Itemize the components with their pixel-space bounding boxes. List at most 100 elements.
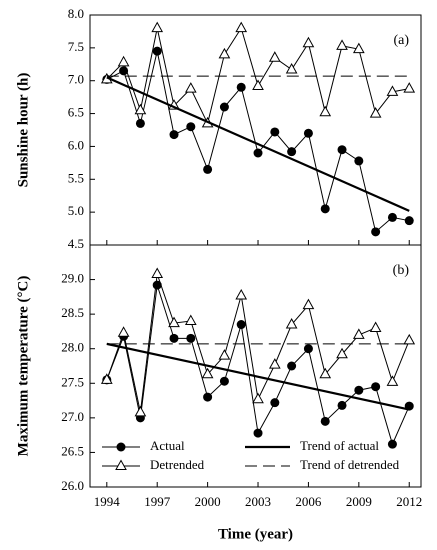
point: [337, 400, 347, 410]
point: [336, 347, 348, 359]
point: [168, 316, 180, 328]
point: [186, 333, 196, 343]
point: [303, 128, 313, 138]
point: [302, 298, 315, 310]
y-tick-label: 7.5: [68, 39, 84, 54]
x-tick-label: 1997: [144, 494, 171, 509]
point: [403, 82, 416, 93]
y-tick-label: 28.0: [61, 340, 84, 355]
point: [169, 333, 179, 343]
series-line: [106, 284, 410, 446]
point: [151, 21, 164, 33]
point: [369, 321, 382, 332]
point: [404, 216, 414, 226]
x-tick-label: 1994: [94, 494, 121, 509]
point: [303, 344, 313, 354]
y-tick-label: 6.0: [68, 137, 84, 152]
point: [252, 79, 264, 90]
point: [117, 326, 130, 337]
point: [184, 314, 197, 326]
point: [387, 439, 397, 449]
point: [218, 349, 231, 360]
point: [302, 36, 315, 48]
point: [371, 382, 381, 392]
y-tick-label: 26.0: [61, 478, 84, 493]
point: [319, 367, 332, 379]
legend-label: Trend of actual: [300, 438, 379, 453]
point: [235, 21, 248, 33]
point: [369, 107, 382, 118]
point: [186, 122, 196, 132]
point: [403, 333, 416, 345]
point: [219, 376, 229, 386]
point: [203, 164, 213, 174]
annotation: (b): [393, 263, 410, 278]
x-tick-label: 2003: [245, 494, 271, 509]
point: [285, 63, 298, 74]
point: [287, 147, 297, 157]
y-tick-label: 27.0: [61, 409, 84, 424]
y-tick-label: 8.0: [68, 6, 84, 21]
point: [235, 288, 248, 300]
y-tick-label: 28.5: [61, 305, 84, 320]
point: [201, 367, 214, 379]
y-tick-label: 29.0: [61, 271, 84, 286]
point: [135, 118, 145, 128]
plot-frame: [89, 14, 422, 246]
point: [270, 127, 280, 137]
point: [352, 328, 365, 339]
point: [336, 39, 348, 50]
point: [268, 358, 281, 369]
point: [236, 320, 246, 330]
point: [219, 102, 229, 112]
point: [354, 156, 364, 166]
y-tick-label: 7.0: [68, 72, 84, 87]
legend-label: Actual: [150, 438, 185, 453]
legend-marker: [115, 459, 127, 470]
point: [253, 148, 263, 158]
x-tick-label: 2000: [195, 494, 221, 509]
point: [287, 361, 297, 371]
point: [152, 46, 162, 56]
point: [268, 51, 281, 62]
point: [371, 227, 381, 237]
point: [134, 405, 147, 417]
y-tick-label: 6.5: [68, 105, 84, 120]
point: [386, 375, 399, 386]
point: [354, 385, 364, 395]
point: [100, 373, 113, 384]
series-line: [106, 51, 410, 233]
point: [152, 280, 162, 290]
x-axis-label: Time (year): [218, 526, 293, 542]
point: [252, 392, 264, 404]
point: [319, 105, 332, 117]
point: [386, 85, 399, 96]
y-tick-label: 4.5: [68, 236, 84, 251]
trend-line: [106, 342, 410, 411]
point: [236, 82, 246, 92]
y-tick-label: 27.5: [61, 374, 84, 389]
point: [117, 55, 130, 67]
legend-label: Detrended: [150, 457, 205, 472]
series-line: [106, 273, 410, 413]
point: [151, 267, 164, 279]
y-tick-label: 26.5: [61, 443, 84, 458]
point: [134, 103, 147, 115]
point: [320, 204, 330, 214]
plot-frame: [89, 244, 422, 488]
point: [337, 145, 347, 155]
point: [203, 392, 213, 402]
y-tick-label: 5.0: [68, 203, 84, 218]
trend-line: [106, 76, 410, 212]
y-axis-label: Maximum temperature (°C): [15, 276, 31, 457]
x-tick-label: 2012: [396, 494, 422, 509]
x-tick-label: 2009: [346, 494, 372, 509]
point: [352, 42, 365, 54]
point: [253, 428, 263, 438]
point: [184, 82, 197, 93]
point: [320, 416, 330, 426]
point: [169, 130, 179, 140]
point: [285, 317, 298, 329]
point: [218, 47, 231, 59]
x-tick-label: 2006: [295, 494, 322, 509]
